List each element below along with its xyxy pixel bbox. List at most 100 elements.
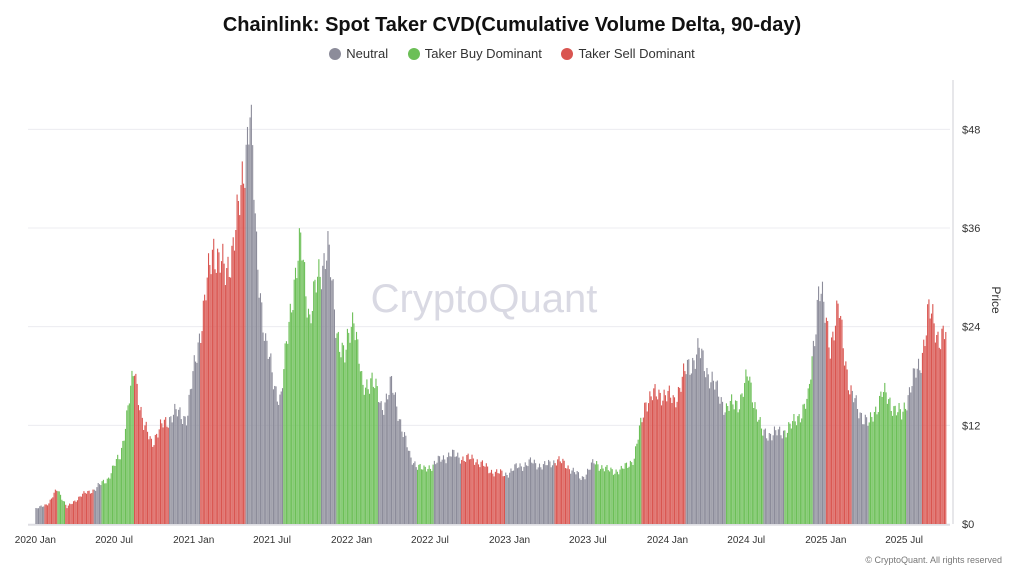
- price-bar: [258, 297, 260, 524]
- price-bar: [811, 356, 813, 524]
- price-bar: [522, 470, 524, 524]
- price-bar: [480, 461, 482, 524]
- price-bar: [885, 392, 887, 524]
- price-bar: [449, 456, 451, 524]
- price-bar: [65, 504, 67, 524]
- price-bar: [309, 314, 311, 524]
- price-bar: [605, 466, 607, 524]
- price-bar: [736, 401, 738, 524]
- price-bar: [555, 465, 557, 524]
- price-bar: [217, 248, 219, 524]
- price-bar: [692, 357, 694, 524]
- price-bar: [868, 422, 870, 524]
- price-bar: [358, 363, 360, 524]
- price-bar: [596, 461, 598, 524]
- price-bar: [663, 389, 665, 524]
- price-bar: [91, 493, 93, 524]
- price-bar: [389, 376, 391, 524]
- price-bar: [723, 414, 725, 524]
- price-bar: [507, 477, 509, 524]
- price-bar: [777, 429, 779, 524]
- price-bar: [859, 412, 861, 524]
- price-bar: [899, 409, 901, 524]
- price-bar: [226, 268, 228, 524]
- price-bar: [148, 439, 150, 524]
- price-bar: [241, 161, 243, 525]
- price-bar: [320, 289, 323, 524]
- price-bar: [102, 479, 104, 524]
- price-bar: [612, 474, 615, 524]
- y-tick-label: $12: [962, 420, 980, 432]
- price-bar: [686, 359, 689, 524]
- price-bar: [326, 260, 328, 524]
- price-bar: [919, 370, 921, 524]
- price-bar: [611, 469, 613, 524]
- price-bar: [575, 474, 577, 524]
- price-bar: [161, 423, 163, 524]
- price-bar: [716, 380, 718, 524]
- price-bar: [197, 342, 199, 524]
- price-bar: [187, 415, 189, 524]
- price-bar: [660, 405, 663, 524]
- price-bar: [378, 402, 380, 524]
- price-bar: [866, 417, 868, 524]
- price-bar: [744, 382, 746, 524]
- price-bar: [854, 398, 856, 524]
- price-bar: [797, 416, 799, 524]
- price-bar: [916, 368, 918, 524]
- price-bar: [494, 471, 496, 524]
- price-bar: [519, 463, 521, 524]
- price-bar: [416, 469, 419, 524]
- price-bar: [231, 245, 233, 524]
- price-bar: [457, 452, 459, 524]
- price-bar: [662, 400, 664, 524]
- legend-item-taker-buy[interactable]: Taker Buy Dominant: [407, 46, 542, 61]
- legend-label-taker-buy: Taker Buy Dominant: [424, 46, 542, 61]
- legend-item-neutral[interactable]: Neutral: [329, 46, 388, 61]
- price-bar: [785, 437, 787, 524]
- price-bar: [731, 394, 733, 524]
- price-bar: [911, 386, 913, 524]
- price-bar: [580, 480, 582, 524]
- price-bar: [554, 463, 556, 524]
- price-bar: [671, 403, 673, 524]
- price-bar: [384, 402, 386, 524]
- price-bar: [270, 353, 272, 524]
- price-bar: [75, 501, 77, 524]
- price-bar: [169, 417, 171, 524]
- legend-item-taker-sell[interactable]: Taker Sell Dominant: [561, 46, 695, 61]
- price-bar: [537, 467, 539, 524]
- price-bar: [146, 431, 149, 524]
- price-bar: [189, 389, 191, 524]
- price-bar: [324, 269, 326, 524]
- price-bar: [283, 369, 285, 524]
- price-bar: [481, 460, 483, 524]
- price-bar: [867, 425, 869, 524]
- price-bar: [439, 456, 441, 524]
- price-bar: [79, 496, 81, 524]
- price-bar: [622, 468, 624, 524]
- price-bar: [58, 491, 60, 524]
- price-bar: [540, 467, 542, 524]
- price-bar: [363, 394, 365, 524]
- price-bar: [506, 475, 508, 524]
- price-bar: [533, 459, 535, 524]
- price-bar: [319, 276, 321, 524]
- price-bar: [396, 406, 398, 524]
- price-bar: [165, 417, 167, 524]
- x-tick-label: 2024 Jan: [647, 535, 688, 546]
- price-bar: [553, 460, 555, 524]
- price-bar: [711, 371, 713, 524]
- price-bar: [192, 371, 194, 524]
- price-bar: [511, 470, 513, 524]
- price-bar: [108, 477, 110, 524]
- price-bar: [921, 352, 923, 524]
- price-bar: [176, 416, 178, 524]
- price-bar: [163, 419, 165, 524]
- price-bar: [158, 429, 160, 524]
- price-bar: [235, 229, 237, 525]
- price-bar: [670, 397, 672, 524]
- price-bar: [179, 407, 181, 524]
- price-bar: [218, 252, 220, 524]
